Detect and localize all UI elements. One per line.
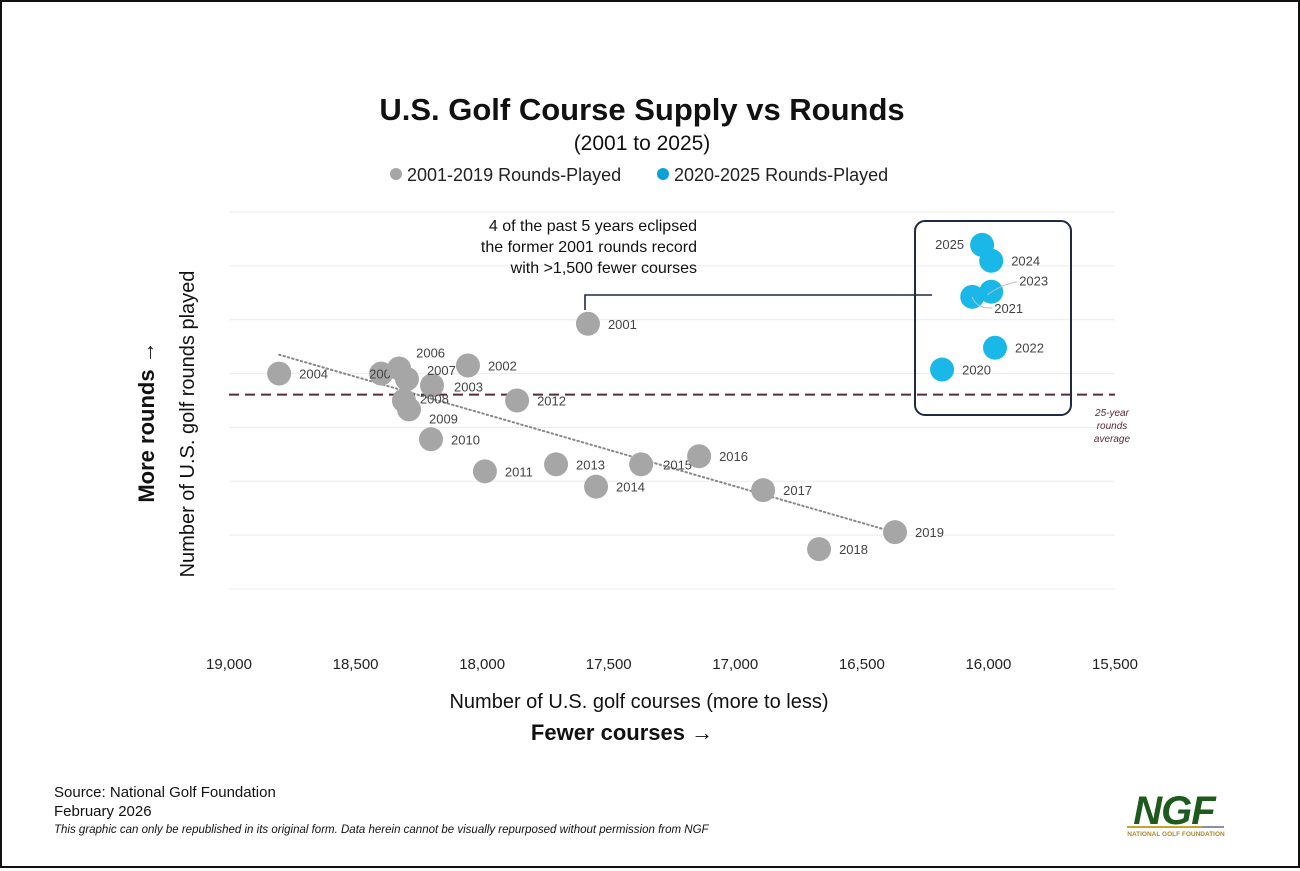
chart-title: U.S. Golf Course Supply vs Rounds <box>379 92 904 127</box>
legend-label-gray: 2001-2019 Rounds-Played <box>407 165 621 185</box>
x-tick-label: 16,500 <box>839 656 885 673</box>
ngf-logo: NGF NATIONAL GOLF FOUNDATION <box>1127 789 1225 838</box>
legend-label-blue: 2020-2025 Rounds-Played <box>674 165 888 185</box>
data-point-2017 <box>751 478 776 503</box>
svg-text:NGF: NGF <box>1133 789 1217 833</box>
point-label: 2003 <box>454 379 483 394</box>
annotation-text: the former 2001 rounds record <box>481 239 697 256</box>
highlight-box <box>914 220 1072 416</box>
point-label: 2014 <box>616 480 645 495</box>
trendline <box>278 353 897 534</box>
point-label: 2015 <box>663 457 692 472</box>
leader-line-2023 <box>986 281 1018 296</box>
point-label: 2008 <box>420 392 449 407</box>
point-label: 2022 <box>1015 341 1044 356</box>
annotation-connector <box>584 294 932 310</box>
legend: 2001-2019 Rounds-Played 2020-2025 Rounds… <box>390 165 888 185</box>
point-label: 2018 <box>839 542 868 557</box>
data-point-2020 <box>930 357 955 382</box>
average-label: rounds <box>1097 421 1128 432</box>
point-label: 2025 <box>935 237 964 252</box>
point-label: 2012 <box>537 394 566 409</box>
point-label: 2024 <box>1011 254 1040 269</box>
point-label: 2023 <box>1019 274 1048 289</box>
point-label: 2004 <box>299 367 328 382</box>
data-point-2005 <box>369 361 394 386</box>
data-point-2014 <box>584 474 609 499</box>
average-label: average <box>1094 434 1131 445</box>
leader-line-2021 <box>971 296 993 309</box>
annotation-text: 4 of the past 5 years eclipsed <box>489 218 697 235</box>
data-point-2011 <box>472 459 497 484</box>
annotation-text: with >1,500 fewer courses <box>510 260 697 277</box>
point-label: 2007 <box>427 363 456 378</box>
data-point-2003 <box>420 373 445 398</box>
data-point-2007 <box>394 366 419 391</box>
data-point-2025 <box>970 232 995 257</box>
point-label: 2021 <box>994 301 1023 316</box>
data-point-2018 <box>807 537 832 562</box>
point-label: 2001 <box>608 317 637 332</box>
y-axis-label: Number of U.S. golf rounds played <box>177 271 199 578</box>
x-tick-label: 17,500 <box>586 656 632 673</box>
data-point-2002 <box>455 353 480 378</box>
x-tick-label: 19,000 <box>206 656 252 673</box>
footer-disclaimer: This graphic can only be republished in … <box>54 824 710 836</box>
point-label: 2016 <box>719 449 748 464</box>
legend-marker-gray <box>390 168 402 180</box>
point-label: 2006 <box>416 345 445 360</box>
x-axis-emphasis: Fewer courses → <box>531 720 713 745</box>
x-tick-label: 15,500 <box>1092 656 1138 673</box>
point-label: 2010 <box>451 432 480 447</box>
reference-line-group: 25-year rounds average <box>229 393 1131 445</box>
data-point-2019 <box>883 520 908 545</box>
point-label: 2011 <box>505 464 533 479</box>
data-point-2009 <box>396 397 421 422</box>
average-label: 25-year <box>1094 408 1130 419</box>
data-point-2022 <box>983 335 1008 360</box>
data-point-2016 <box>687 444 712 469</box>
data-point-2004 <box>267 361 292 386</box>
x-tick-label: 18,500 <box>333 656 379 673</box>
x-tick-label: 17,000 <box>712 656 758 673</box>
annotation-group: 4 of the past 5 years eclipsed the former… <box>481 218 1072 416</box>
data-point-2001 <box>575 311 600 336</box>
point-label: 2017 <box>783 483 812 498</box>
data-point-2015 <box>629 452 654 477</box>
trendline-group <box>278 353 897 534</box>
data-point-2013 <box>544 452 569 477</box>
y-axis-emphasis: More rounds → <box>134 341 159 502</box>
x-tick-label: 18,000 <box>459 656 505 673</box>
point-label: 2013 <box>576 457 605 472</box>
x-tick-label: 16,000 <box>965 656 1011 673</box>
point-label: 2020 <box>962 363 991 378</box>
chart-subtitle: (2001 to 2025) <box>574 132 711 155</box>
footer-source: Source: National Golf Foundation <box>54 784 276 801</box>
data-point-2012 <box>505 388 530 413</box>
point-label: 2009 <box>429 411 458 426</box>
x-axis-label: Number of U.S. golf courses (more to les… <box>449 691 828 713</box>
point-label: 2002 <box>488 358 517 373</box>
x-tick-labels: 19,000 18,500 18,000 17,500 17,000 16,500 16,0… <box>206 656 1138 673</box>
svg-text:NATIONAL GOLF FOUNDATION: NATIONAL GOLF FOUNDATION <box>1127 831 1225 838</box>
data-point-2010 <box>419 427 444 452</box>
legend-marker-blue <box>657 168 669 180</box>
footer-date: February 2026 <box>54 803 152 820</box>
point-label: 2019 <box>915 525 944 540</box>
